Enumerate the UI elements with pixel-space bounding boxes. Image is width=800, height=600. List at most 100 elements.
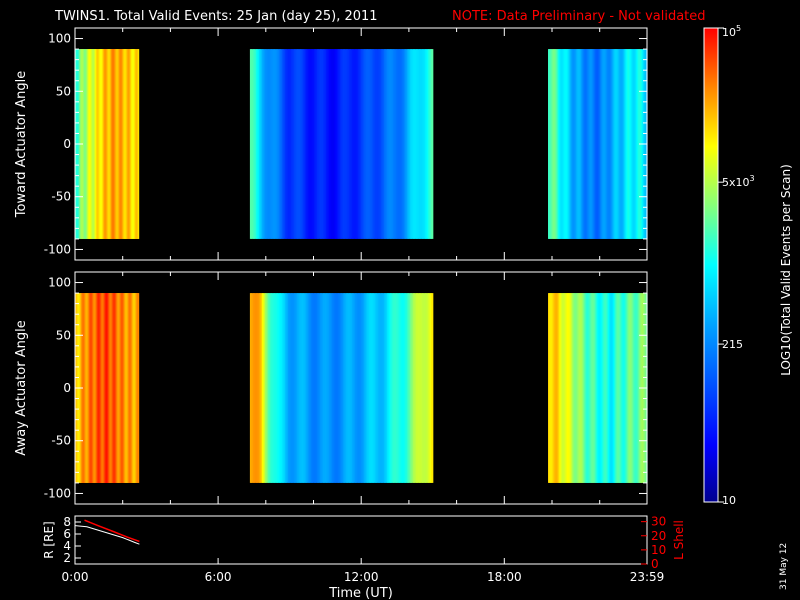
heatmap-column bbox=[571, 293, 573, 483]
heatmap-column bbox=[632, 49, 635, 239]
heatmap-column bbox=[415, 293, 419, 483]
heatmap-column bbox=[329, 293, 332, 483]
heatmap-column bbox=[350, 49, 353, 239]
heatmap-column bbox=[602, 49, 604, 239]
heatmap-column bbox=[609, 49, 611, 239]
r-axis-label: R [RE] bbox=[42, 521, 56, 558]
heatmap-column bbox=[596, 49, 599, 239]
heatmap-column bbox=[390, 49, 393, 239]
heatmap-column bbox=[422, 49, 425, 239]
heatmap-column bbox=[573, 293, 576, 483]
heatmap-column bbox=[271, 49, 274, 239]
heatmap-column bbox=[569, 49, 571, 239]
heatmap-column bbox=[324, 293, 327, 483]
heatmap-column bbox=[631, 293, 633, 483]
heatmap-column bbox=[252, 293, 256, 483]
time-tick-label: 18:00 bbox=[487, 570, 522, 584]
y-tick-label: 0 bbox=[63, 381, 71, 395]
heatmap-column bbox=[584, 293, 586, 483]
heatmap-column bbox=[387, 293, 390, 483]
heatmap-column bbox=[380, 49, 384, 239]
heatmap-column bbox=[272, 293, 275, 483]
colorbar-tick-label: 215 bbox=[722, 338, 743, 351]
heatmap-column bbox=[429, 49, 432, 239]
heatmap-column bbox=[358, 293, 361, 483]
heatmap-column bbox=[428, 49, 431, 239]
heatmap-column bbox=[254, 293, 257, 483]
heatmap-column bbox=[585, 293, 587, 483]
heatmap-column bbox=[351, 293, 355, 483]
heatmap-column bbox=[584, 49, 586, 239]
heatmap-column bbox=[599, 49, 602, 239]
heatmap-column bbox=[576, 49, 579, 239]
heatmap-column bbox=[393, 293, 396, 483]
heatmap-column bbox=[552, 49, 554, 239]
heatmap-column bbox=[595, 293, 597, 483]
l-shell-tick-label: 0 bbox=[651, 557, 659, 571]
heatmap-column bbox=[297, 293, 300, 483]
heatmap-column bbox=[319, 49, 323, 239]
heatmap-column bbox=[274, 293, 277, 483]
heatmap-column bbox=[342, 293, 345, 483]
heatmap-column bbox=[390, 293, 393, 483]
heatmap-column bbox=[599, 293, 602, 483]
heatmap-column bbox=[263, 293, 266, 483]
heatmap-column bbox=[283, 49, 286, 239]
heatmap-column bbox=[377, 49, 381, 239]
heatmap-column bbox=[268, 293, 271, 483]
heatmap-column bbox=[621, 293, 623, 483]
heatmap-column bbox=[345, 293, 349, 483]
heatmap-column bbox=[339, 49, 342, 239]
x-axis-label: Time (UT) bbox=[328, 586, 393, 600]
heatmap-column bbox=[376, 293, 379, 483]
heatmap-column bbox=[588, 293, 590, 483]
heatmap-column bbox=[623, 293, 626, 483]
l-shell-tick-label: 10 bbox=[651, 543, 666, 557]
heatmap-column bbox=[417, 49, 420, 239]
orbit-series-line bbox=[74, 525, 140, 545]
heatmap-column bbox=[604, 293, 606, 483]
heatmap-column bbox=[385, 49, 388, 239]
heatmap-column bbox=[263, 49, 266, 239]
heatmap-column bbox=[549, 293, 552, 483]
heatmap-column bbox=[627, 49, 629, 239]
heatmap-column bbox=[353, 49, 356, 239]
heatmap-column bbox=[327, 49, 330, 239]
heatmap-column bbox=[567, 49, 570, 239]
heatmap-column bbox=[255, 293, 259, 483]
heatmap-column bbox=[605, 49, 608, 239]
heatmap-column bbox=[612, 49, 614, 239]
heatmap-column bbox=[568, 293, 571, 483]
heatmap-column bbox=[632, 293, 634, 483]
colorbar-tick-label: 105 bbox=[722, 24, 741, 39]
heatmap-column bbox=[553, 49, 556, 239]
heatmap-column bbox=[138, 49, 140, 239]
heatmap-column bbox=[607, 49, 609, 239]
heatmap-column bbox=[623, 49, 625, 239]
heatmap-column bbox=[548, 293, 551, 483]
heatmap-column bbox=[306, 49, 309, 239]
heatmap-column bbox=[382, 49, 385, 239]
time-tick-label: 6:00 bbox=[205, 570, 232, 584]
heatmap-column bbox=[373, 49, 376, 239]
heatmap-column bbox=[271, 293, 274, 483]
heatmap-column bbox=[552, 293, 554, 483]
heatmap-column bbox=[423, 293, 426, 483]
heatmap-column bbox=[615, 49, 618, 239]
heatmap-column bbox=[598, 49, 600, 239]
heatmap-column bbox=[571, 49, 573, 239]
heatmap-column bbox=[252, 49, 256, 239]
heatmap-column bbox=[315, 293, 318, 483]
heatmap-column bbox=[560, 293, 562, 483]
heatmap-column bbox=[625, 293, 627, 483]
heatmap-column bbox=[431, 49, 434, 239]
heatmap-column bbox=[348, 49, 352, 239]
heatmap-column bbox=[277, 293, 280, 483]
heatmap-column bbox=[556, 293, 558, 483]
heatmap-column bbox=[260, 293, 263, 483]
heatmap-column bbox=[567, 293, 570, 483]
y-tick-label: -100 bbox=[44, 486, 71, 500]
heatmap-column bbox=[598, 293, 600, 483]
heatmap-column bbox=[287, 293, 291, 483]
heatmap-column bbox=[561, 49, 563, 239]
